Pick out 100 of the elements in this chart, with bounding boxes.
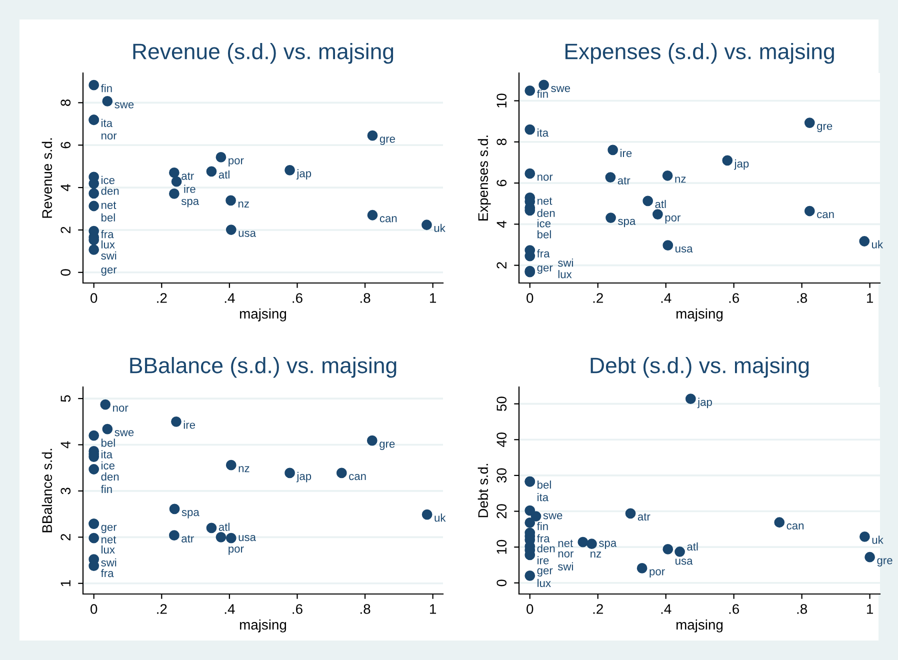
x-tick-label: 0	[526, 604, 534, 614]
annotation: fra	[536, 249, 550, 258]
y-tick-label: 10	[496, 540, 507, 554]
annotation: jap	[697, 398, 712, 408]
annotation: usa	[676, 246, 693, 253]
x-tick-label: .8	[797, 293, 808, 303]
annotation: swi	[558, 258, 573, 267]
annotation: por	[228, 158, 244, 167]
annotation: can	[817, 212, 834, 218]
annotation: bel	[538, 480, 551, 489]
y-axis-title: Debt s.d.	[478, 464, 488, 518]
x-tick-label: .8	[797, 604, 808, 614]
annotation: nz	[590, 551, 602, 558]
annotation: lux	[102, 545, 115, 554]
y-tick-label: 10	[496, 94, 507, 108]
y-tick-label: 4	[60, 441, 70, 448]
x-tick-label: .2	[157, 293, 167, 303]
y-tick-label: 4	[496, 220, 506, 228]
x-tick-label: .8	[360, 293, 370, 303]
x-axis-title: majsing	[240, 308, 286, 322]
annotation: lux	[102, 240, 115, 248]
chart-title: BBalance (s.d.) vs. majsing	[130, 357, 396, 378]
y-tick-label: 3	[60, 488, 71, 494]
annotation: uk	[872, 536, 884, 544]
annotation: swe	[114, 430, 134, 436]
x-tick-label: 0	[90, 293, 98, 303]
y-tick-label: 50	[496, 396, 507, 411]
annotation: atr	[618, 177, 630, 184]
annotation: gre	[380, 442, 395, 450]
y-tick-label: 6	[496, 180, 507, 186]
x-axis-title: majsing	[676, 619, 723, 632]
x-axis-title: majsing	[676, 308, 723, 322]
annotation: atr	[182, 535, 194, 542]
annotation: swi	[101, 558, 116, 566]
x-tick-label: 0	[90, 604, 98, 614]
annotation: net	[102, 202, 116, 209]
x-tick-label: .6	[292, 604, 302, 614]
y-axis-title: Revenue s.d.	[42, 138, 52, 218]
annotation: ita	[538, 128, 549, 137]
x-axis-title: majsing	[240, 619, 286, 632]
annotation: ire	[184, 420, 196, 429]
annotation: nor	[538, 174, 553, 181]
x-tick-label: .6	[292, 293, 302, 303]
x-tick-label: 1	[867, 293, 873, 303]
annotation: atr	[182, 172, 194, 180]
annotation: uk	[434, 224, 446, 232]
annotation: por	[665, 215, 681, 224]
annotation: uk	[434, 514, 446, 522]
annotation: net	[558, 540, 574, 548]
annotation: usa	[676, 558, 693, 565]
annotation: swi	[101, 251, 116, 260]
annotation: fra	[100, 568, 114, 578]
annotation: atl	[218, 522, 230, 531]
annotation: nor	[102, 133, 117, 140]
annotation: gre	[877, 558, 892, 566]
y-axis-title: Expenses s.d.	[478, 136, 491, 220]
annotation: bel	[102, 213, 115, 222]
annotation: ger	[101, 524, 117, 534]
annotation: atr	[638, 513, 650, 521]
annotation: nz	[238, 466, 250, 472]
y-tick-label: 0	[496, 580, 507, 586]
annotation: can	[380, 216, 397, 222]
annotation: den	[537, 208, 555, 218]
annotation: atl	[687, 542, 698, 551]
annotation: net	[102, 536, 116, 544]
x-tick-label: .4	[661, 604, 672, 614]
x-tick-label: .4	[224, 604, 235, 614]
annotation: fin	[536, 90, 548, 98]
x-tick-label: .2	[593, 604, 603, 614]
x-tick-label: 1	[430, 293, 436, 303]
chart-title: Expenses (s.d.) vs. majsing	[565, 43, 834, 64]
annotation: usa	[238, 534, 256, 542]
annotation: den	[537, 544, 555, 552]
annotation: den	[101, 186, 119, 195]
annotation: fin	[536, 522, 548, 530]
x-tick-label: .4	[224, 293, 235, 303]
annotation: jap	[296, 472, 312, 482]
y-tick-label: 1	[60, 580, 70, 586]
y-tick-label: 6	[60, 142, 71, 148]
y-tick-label: 20	[496, 504, 507, 518]
y-axis-title: BBalance s.d.	[42, 448, 52, 532]
y-tick-label: 40	[496, 432, 507, 448]
annotation: ire	[620, 148, 632, 158]
annotation: ire	[184, 184, 196, 193]
annotation: swi	[558, 562, 573, 570]
annotation: ita	[102, 450, 113, 458]
annotation: bel	[538, 230, 551, 238]
annotation: gre	[817, 124, 832, 132]
x-tick-label: 1	[430, 604, 436, 614]
annotation: uk	[872, 240, 884, 248]
annotation: ger	[101, 267, 117, 276]
annotation: gre	[380, 136, 395, 145]
x-tick-label: .6	[729, 604, 740, 614]
x-tick-label: .4	[661, 293, 672, 303]
annotation: ice	[538, 219, 551, 228]
annotation: fra	[100, 230, 114, 238]
annotation: spa	[598, 540, 617, 550]
chart-title: Debt (s.d.) vs. majsing	[590, 357, 809, 378]
annotation: por	[228, 546, 244, 555]
x-tick-label: .2	[157, 604, 167, 614]
